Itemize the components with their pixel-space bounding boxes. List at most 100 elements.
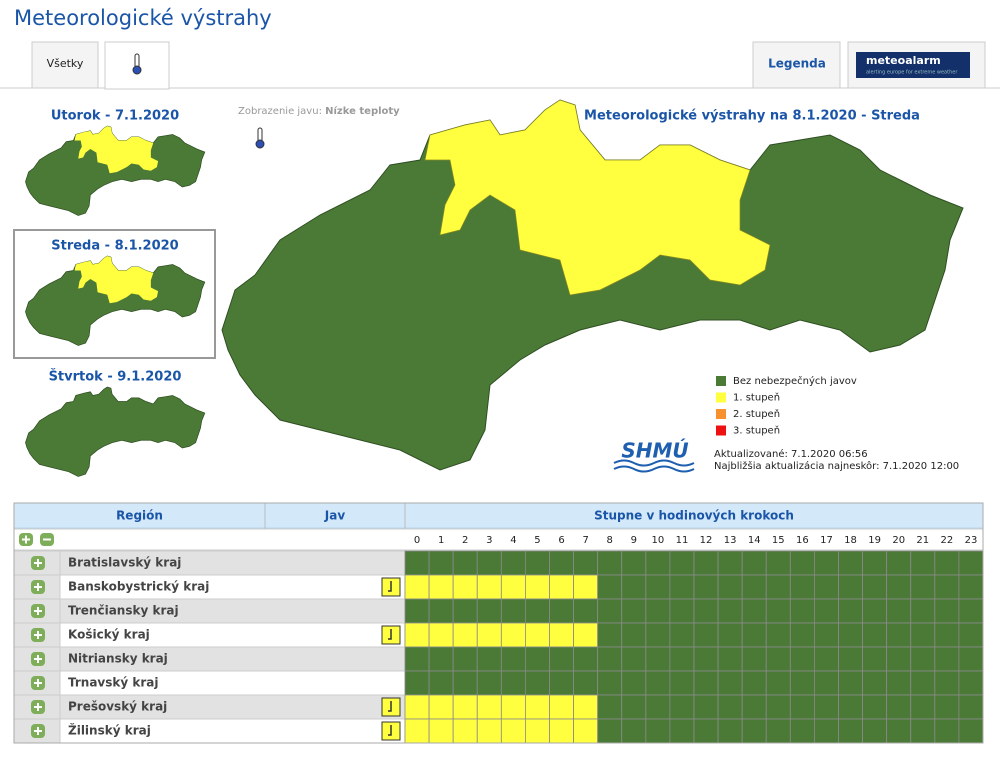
hour-cell: [838, 718, 863, 744]
hour-cell: [573, 598, 599, 624]
header-label: Región: [116, 509, 163, 523]
hour-cell: [789, 574, 815, 600]
hour-label: 19: [868, 535, 881, 546]
region-name[interactable]: Trnavský kraj: [68, 676, 158, 690]
hour-cell: [765, 550, 791, 576]
hour-cell: [934, 646, 960, 672]
hour-cell: [621, 598, 647, 624]
hour-cell: [693, 550, 719, 576]
hour-cell: [765, 622, 791, 648]
hour-cell: [525, 718, 550, 744]
tab-legend[interactable]: [752, 41, 841, 89]
region-name[interactable]: Nitriansky kraj: [68, 652, 168, 666]
hour-cell: [500, 694, 526, 720]
hour-cell: [886, 694, 912, 720]
hour-cell: [958, 598, 984, 624]
hour-cell: [862, 718, 888, 744]
day-map[interactable]: [25, 386, 206, 477]
hour-cell: [910, 622, 936, 648]
hour-cell: [573, 718, 599, 744]
jav-therm: [388, 701, 392, 712]
hour-cell: [862, 646, 888, 672]
jav-therm: [388, 581, 392, 592]
hour-cell: [862, 598, 888, 624]
hour-label: 20: [892, 535, 905, 546]
hour-cell: [404, 718, 430, 744]
hour-cell: [621, 670, 647, 696]
hour-cell: [958, 646, 984, 672]
table-border: [13, 502, 984, 744]
hour-cell: [934, 622, 960, 648]
tab-legend-label[interactable]: Legenda: [768, 57, 826, 71]
day-label[interactable]: Streda - 8.1.2020: [51, 239, 178, 254]
hour-cell: [862, 694, 888, 720]
day-label[interactable]: Štvrtok - 9.1.2020: [49, 369, 182, 385]
hour-cell: [452, 694, 478, 720]
region-name[interactable]: Prešovský kraj: [68, 700, 167, 714]
meteoalarm-tagline: alerting europe for extreme weather: [866, 70, 958, 76]
legend-swatch: [716, 376, 726, 386]
day-label[interactable]: Utorok - 7.1.2020: [51, 109, 179, 124]
region-name[interactable]: Žilinský kraj: [68, 723, 151, 738]
hour-cell: [500, 670, 526, 696]
hour-cell: [500, 598, 526, 624]
hour-cell: [958, 718, 984, 744]
table-header: [13, 502, 984, 529]
hour-cell: [862, 550, 888, 576]
region-name[interactable]: Košický kraj: [68, 628, 150, 642]
hour-cell: [549, 670, 574, 696]
hour-label: 17: [820, 535, 833, 546]
hour-cell: [693, 574, 719, 600]
hour-cell: [717, 670, 743, 696]
region-name[interactable]: Trenčiansky kraj: [68, 604, 179, 618]
hour-cell: [669, 622, 695, 648]
hour-cell: [741, 622, 767, 648]
hour-cell: [838, 646, 863, 672]
hour-cell: [500, 646, 526, 672]
hour-cell: [910, 670, 936, 696]
hour-cell: [958, 670, 984, 696]
hour-cell: [886, 550, 912, 576]
selected-day-box: [13, 229, 216, 359]
hour-cell: [525, 574, 550, 600]
hour-cell: [645, 694, 671, 720]
hour-cell: [886, 646, 912, 672]
row-bg: [13, 670, 406, 696]
hour-cell: [573, 574, 599, 600]
icon-sign: [34, 679, 42, 687]
icon-sign: [22, 535, 30, 544]
hour-cell: [958, 574, 984, 600]
hour-cell: [549, 598, 574, 624]
hour-label: 9: [631, 535, 637, 546]
region-name[interactable]: Banskobystrický kraj: [68, 580, 209, 594]
hour-cell: [741, 670, 767, 696]
hour-cell: [886, 670, 912, 696]
hour-cell: [669, 718, 695, 744]
hour-label: 22: [941, 535, 954, 546]
hour-cell: [549, 718, 574, 744]
hour-cell: [693, 670, 719, 696]
map-title: Meteorologické výstrahy na 8.1.2020 - St…: [584, 109, 920, 124]
region-name[interactable]: Bratislavský kraj: [68, 556, 181, 570]
hour-cell: [910, 694, 936, 720]
hour-cell: [669, 646, 695, 672]
hour-cell: [814, 574, 839, 600]
hour-cell: [765, 646, 791, 672]
row-icon-cell: [13, 694, 61, 720]
tab-all[interactable]: [31, 41, 99, 89]
hour-cell: [717, 646, 743, 672]
hour-cell: [404, 598, 430, 624]
hour-cell: [886, 622, 912, 648]
row-bg: [13, 550, 406, 576]
tab-all-label[interactable]: Všetky: [47, 57, 84, 70]
icon-sign: [34, 583, 42, 591]
hour-cell: [645, 670, 671, 696]
hour-cell: [549, 574, 574, 600]
icon-sign: [34, 727, 42, 735]
hour-cell: [717, 598, 743, 624]
hour-cell: [838, 574, 863, 600]
hour-cell: [789, 670, 815, 696]
hour-cell: [789, 622, 815, 648]
hour-cell: [597, 622, 623, 648]
hour-cell: [862, 670, 888, 696]
